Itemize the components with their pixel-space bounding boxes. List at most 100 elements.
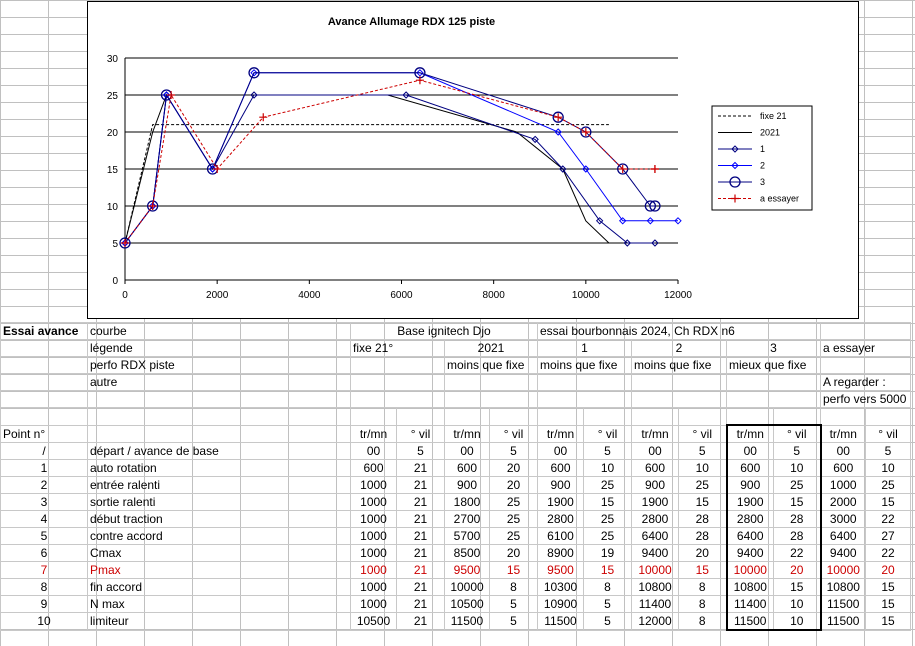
value-cell: 10500 xyxy=(444,595,490,613)
value-cell: 27 xyxy=(865,527,911,545)
value-cell: 8900 xyxy=(537,544,584,562)
ignition-advance-chart: Avance Allumage RDX 125 piste05101520253… xyxy=(107,16,813,301)
column-header: tr/mn xyxy=(725,424,774,443)
empty-cell xyxy=(489,407,538,426)
header-cell: courbe xyxy=(87,322,351,340)
value-cell: 21 xyxy=(396,493,445,511)
header-cell xyxy=(631,390,727,408)
x-tick-label: 6000 xyxy=(390,290,413,301)
column-header-row: Point n° tr/mn ° vil tr/mn ° vil tr/mn ° vil tr… xyxy=(0,424,911,443)
value-cell: 00 xyxy=(444,442,490,460)
empty-cell xyxy=(678,407,727,426)
value-cell: 600 xyxy=(350,459,397,477)
value-cell: 900 xyxy=(725,476,774,494)
data-point xyxy=(121,239,129,247)
table-row: 10 limiteur 10500 21 11500 5 11500 5 12000 8 11500… xyxy=(0,612,911,631)
value-cell: 10 xyxy=(773,612,822,631)
header-cell xyxy=(444,373,538,391)
value-cell: 11400 xyxy=(631,595,679,613)
value-cell: 2800 xyxy=(725,510,774,528)
header-cell xyxy=(87,390,351,408)
value-cell: 8 xyxy=(489,578,538,596)
legend-box xyxy=(711,105,813,211)
header-cell xyxy=(820,356,911,374)
x-tick-label: 8000 xyxy=(483,290,506,301)
data-point xyxy=(167,91,176,99)
value-cell: 1000 xyxy=(350,544,397,562)
point-label: limiteur xyxy=(87,612,351,631)
advance-table: Essai avance courbe Base ignitech Djo essai… xyxy=(0,322,911,631)
value-cell: 5 xyxy=(583,442,632,460)
header-cell xyxy=(0,390,88,408)
data-point xyxy=(119,237,131,249)
value-cell: 9500 xyxy=(444,561,490,579)
value-cell: 9500 xyxy=(537,561,584,579)
value-cell: 10000 xyxy=(631,561,679,579)
table-row: 1 auto rotation 600 21 600 20 600 10 600 10 600 10 6… xyxy=(0,459,911,477)
table-row: 7 Pmax 1000 21 9500 15 9500 15 10000 15 10000 20 100… xyxy=(0,561,911,579)
table-row: 2 entrée ralenti 1000 21 900 20 900 25 900 25 900 2… xyxy=(0,476,911,494)
value-cell: 28 xyxy=(773,527,822,545)
value-cell: 2700 xyxy=(444,510,490,528)
series-line-3 xyxy=(124,72,678,244)
value-cell: 22 xyxy=(865,510,911,528)
value-cell: 25 xyxy=(773,476,822,494)
column-header: ° vil xyxy=(489,424,538,443)
column-header: ° vil xyxy=(773,424,822,443)
data-point xyxy=(250,91,258,99)
data-point xyxy=(250,69,258,77)
point-number: 6 xyxy=(0,544,88,562)
value-cell: 1800 xyxy=(444,493,490,511)
chart-area[interactable]: Avance Allumage RDX 125 piste 0 5 10 15 20 25 3… xyxy=(87,1,859,319)
value-cell: 8 xyxy=(678,578,727,596)
point-label: auto rotation xyxy=(87,459,351,477)
value-cell: 11500 xyxy=(820,612,866,631)
point-number: 4 xyxy=(0,510,88,528)
value-cell: 5 xyxy=(583,612,632,631)
value-cell: 10000 xyxy=(820,561,866,579)
y-tick-label: 0 xyxy=(112,276,118,287)
data-point xyxy=(554,113,563,122)
value-cell: 5 xyxy=(489,595,538,613)
empty-cell xyxy=(583,407,632,426)
value-cell: 19 xyxy=(583,544,632,562)
data-point xyxy=(208,165,217,173)
data-point xyxy=(402,91,410,99)
legend-marker xyxy=(731,161,739,170)
data-point xyxy=(618,165,627,173)
value-cell: 9400 xyxy=(631,544,679,562)
value-cell: 11500 xyxy=(537,612,584,631)
point-label: Pmax xyxy=(87,561,351,579)
x-tick-label: 0 xyxy=(122,290,128,301)
data-point xyxy=(649,200,661,212)
point-label: fin accord xyxy=(87,578,351,596)
point-label: contre accord xyxy=(87,527,351,545)
value-cell: 600 xyxy=(537,459,584,477)
value-cell: 21 xyxy=(396,527,445,545)
value-cell: 21 xyxy=(396,476,445,494)
value-cell: 600 xyxy=(444,459,490,477)
value-cell: 11500 xyxy=(820,595,866,613)
value-cell: 5700 xyxy=(444,527,490,545)
table-row: 5 contre accord 1000 21 5700 25 6100 25 6400 28 64… xyxy=(0,527,911,545)
legend-entry: a essayer xyxy=(760,194,799,204)
value-cell: 5 xyxy=(583,595,632,613)
header-cell xyxy=(444,390,538,408)
value-cell: 20 xyxy=(489,476,538,494)
data-point xyxy=(595,217,604,225)
data-point xyxy=(531,135,539,144)
series-line-5 xyxy=(124,79,655,244)
point-number: 9 xyxy=(0,595,88,613)
value-cell: 900 xyxy=(444,476,490,494)
data-point xyxy=(147,200,159,212)
header-cell: perfo RDX piste xyxy=(87,356,351,374)
data-point xyxy=(582,165,590,173)
value-cell: 1000 xyxy=(350,527,397,545)
value-cell: 9400 xyxy=(725,544,774,562)
data-point xyxy=(259,113,268,122)
column-header: tr/mn xyxy=(444,424,490,443)
value-cell: 1900 xyxy=(725,493,774,511)
point-number: 3 xyxy=(0,493,88,511)
value-cell: 15 xyxy=(583,493,632,511)
value-cell: 20 xyxy=(489,459,538,477)
